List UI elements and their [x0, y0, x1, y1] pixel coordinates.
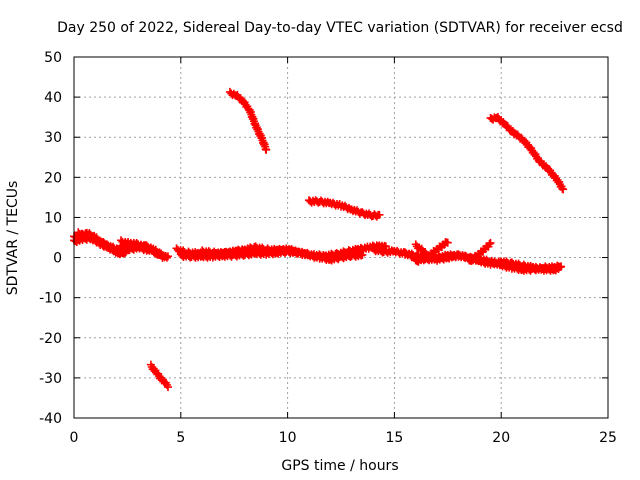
series-track-o — [146, 360, 172, 392]
data-point — [142, 242, 151, 251]
series-track-k — [411, 240, 431, 259]
data-point — [163, 383, 172, 392]
series-track-j — [465, 238, 495, 265]
series-track-c — [74, 228, 168, 262]
series-track-i — [411, 238, 452, 266]
y-tick-label: -30 — [39, 371, 62, 387]
x-tick-label: 5 — [176, 430, 185, 446]
series-track-f — [198, 242, 303, 259]
x-tick-label: 10 — [279, 430, 297, 446]
data-series — [70, 87, 568, 392]
y-tick-label: 30 — [44, 130, 62, 146]
data-point — [486, 238, 495, 247]
data-point — [485, 239, 494, 248]
data-point — [141, 241, 150, 250]
series-track-p — [116, 236, 151, 252]
data-point — [559, 185, 568, 194]
series-track-n — [486, 112, 568, 194]
x-tick-label: 15 — [385, 430, 403, 446]
y-tick-label: 50 — [44, 50, 62, 66]
data-point — [375, 210, 384, 219]
data-point — [294, 247, 303, 256]
y-tick-label: 20 — [44, 170, 62, 186]
y-tick-label: -20 — [39, 331, 62, 347]
chart-title: Day 250 of 2022, Sidereal Day-to-day VTE… — [57, 20, 623, 36]
axis-ticks: 0 5 10 15 20 25 -40 -30 -20 -10 0 10 20 30 40 50 — [39, 50, 617, 446]
data-point — [358, 250, 367, 259]
x-tick-label: 25 — [599, 430, 617, 446]
data-point — [422, 250, 431, 259]
data-point — [159, 252, 168, 261]
series-track-l — [225, 87, 271, 154]
y-tick-label: -40 — [39, 411, 62, 427]
x-tick-label: 20 — [492, 430, 510, 446]
y-tick-label: 0 — [53, 251, 62, 267]
plot-frame — [73, 56, 609, 419]
data-point — [158, 253, 167, 262]
y-tick-label: -10 — [39, 291, 62, 307]
y-axis-label: SDTVAR / TECUs — [5, 181, 21, 296]
data-point — [443, 238, 452, 247]
x-tick-label: 0 — [70, 430, 79, 446]
grid-lines — [74, 57, 608, 418]
y-tick-label: 40 — [44, 90, 62, 106]
x-axis-label: GPS time / hours — [281, 458, 398, 474]
series-track-m — [304, 196, 384, 221]
data-point — [557, 262, 566, 271]
y-tick-label: 10 — [44, 210, 62, 226]
data-point — [262, 145, 271, 154]
